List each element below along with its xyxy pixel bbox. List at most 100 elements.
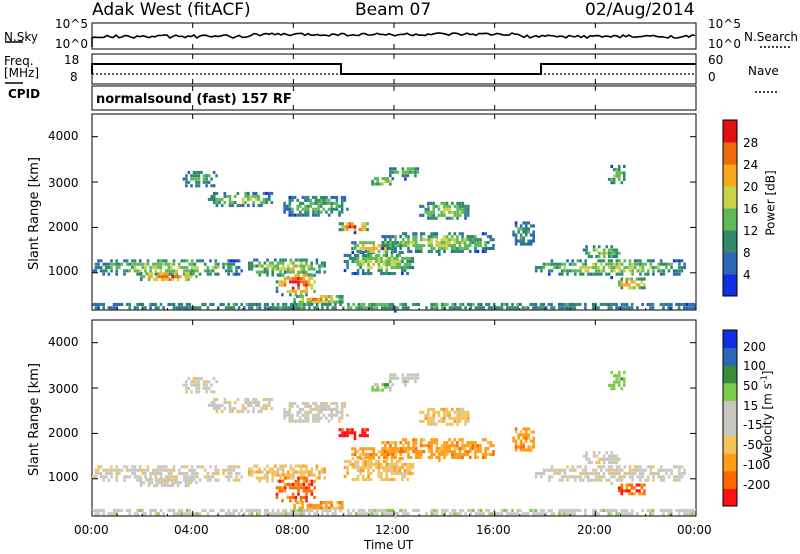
velocity-cell — [383, 385, 387, 389]
power-cell — [261, 270, 264, 274]
velocity-cell — [587, 457, 591, 461]
velocity-cell — [430, 455, 433, 459]
velocity-cell — [314, 404, 318, 408]
x-axis-label: Time UT — [364, 538, 414, 552]
velocity-cell — [343, 465, 347, 469]
power-cell — [361, 263, 365, 267]
power-cell — [411, 170, 415, 174]
velocity-cell — [522, 433, 525, 437]
power-cell — [602, 259, 606, 263]
velocity-cell — [213, 407, 216, 411]
power-cell — [398, 259, 402, 263]
velocity-cell — [505, 512, 509, 516]
velocity-cell — [319, 501, 323, 505]
velocity-cell — [401, 456, 404, 460]
velocity-cell — [177, 508, 181, 512]
velocity-cell — [683, 508, 686, 512]
power-cell — [474, 306, 478, 310]
velocity-cell — [485, 508, 488, 512]
velocity-cell — [548, 468, 551, 472]
velocity-cell — [592, 472, 595, 476]
power-cell — [319, 210, 323, 214]
velocity-cell — [258, 508, 262, 512]
velocity-cell — [662, 475, 666, 479]
power-cell — [440, 238, 444, 242]
power-cell — [341, 300, 344, 304]
velocity-ytick: 2000 — [48, 426, 79, 440]
power-cell — [389, 174, 392, 178]
velocity-cell — [662, 512, 665, 516]
power-cell — [252, 201, 255, 205]
velocity-cell — [193, 472, 197, 476]
velocity-cell — [271, 512, 275, 516]
power-cell — [443, 235, 446, 239]
velocity-cell — [512, 436, 515, 440]
velocity-cell — [529, 445, 533, 449]
velocity-cell — [385, 459, 388, 463]
velocity-cell — [209, 478, 212, 482]
power-cell — [364, 249, 368, 253]
power-cell — [456, 210, 459, 214]
velocity-cell — [662, 478, 666, 482]
power-cell — [333, 207, 336, 211]
power-cell — [406, 272, 409, 276]
power-cell — [505, 306, 509, 310]
velocity-cell — [468, 450, 472, 454]
velocity-cell — [563, 508, 566, 512]
velocity-cell — [623, 370, 626, 374]
power-cell — [330, 201, 333, 205]
power-cell — [524, 233, 528, 237]
power-cell — [297, 270, 300, 274]
power-cell — [427, 249, 431, 253]
power-cell — [185, 259, 189, 263]
power-cell — [294, 258, 298, 262]
velocity-cell — [147, 484, 151, 488]
velocity-cell — [118, 472, 121, 476]
velocity-cell — [389, 450, 392, 454]
velocity-cell — [612, 508, 616, 512]
velocity-cell — [190, 465, 194, 469]
power-cell — [427, 244, 431, 248]
velocity-cell — [330, 410, 333, 414]
velocity-cell — [610, 451, 613, 455]
power-cell — [346, 266, 349, 270]
velocity-cell — [283, 413, 286, 417]
velocity-cell — [371, 385, 374, 389]
power-cell — [398, 250, 402, 254]
velocity-cell — [99, 465, 103, 469]
velocity-cell — [306, 413, 310, 417]
velocity-cell — [322, 401, 326, 405]
power-cell — [341, 228, 344, 232]
velocity-cell — [99, 508, 103, 512]
velocity-cell — [297, 483, 300, 487]
velocity-cell — [278, 486, 281, 490]
velocity-cell — [361, 453, 365, 457]
power-cell — [481, 249, 485, 253]
velocity-cell — [615, 461, 619, 465]
power-cell — [115, 269, 118, 273]
velocity-cell — [353, 447, 357, 451]
velocity-cell — [401, 465, 404, 469]
power-cell — [635, 277, 639, 281]
power-cell — [399, 302, 402, 306]
velocity-cell — [115, 478, 118, 482]
velocity-cell — [610, 370, 613, 374]
velocity-cell — [353, 431, 357, 435]
power-cell — [319, 295, 323, 299]
power-cell — [386, 177, 389, 181]
velocity-cell — [183, 512, 186, 516]
velocity-cell — [236, 410, 240, 414]
velocity-cell — [213, 400, 216, 404]
velocity-cell — [335, 404, 339, 408]
velocity-cell — [477, 512, 480, 516]
power-cell — [254, 194, 258, 198]
power-cell — [118, 266, 121, 270]
power-cell — [646, 272, 650, 276]
velocity-cell — [283, 410, 286, 414]
power-cell — [281, 261, 285, 265]
velocity-cell — [380, 465, 383, 469]
power-cell — [558, 306, 561, 310]
power-cell — [432, 204, 435, 208]
velocity-cell — [640, 483, 644, 487]
velocity-cell — [385, 478, 388, 482]
